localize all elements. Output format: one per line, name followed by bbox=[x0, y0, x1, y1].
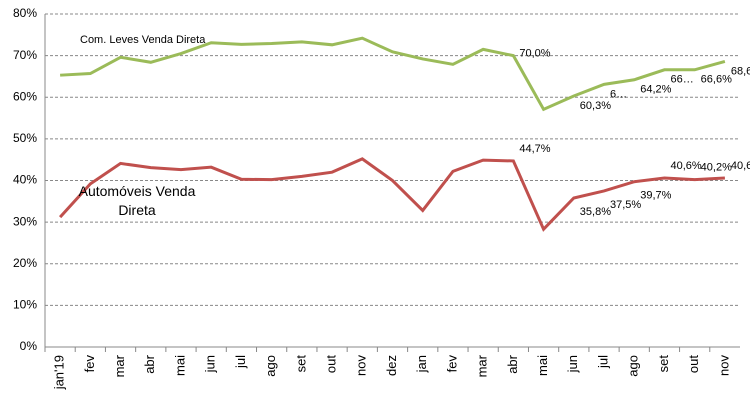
x-tick-label: nov bbox=[354, 355, 369, 376]
x-tick-label: set bbox=[656, 355, 671, 373]
y-tick-label: 70% bbox=[13, 48, 37, 62]
value-label: 40,6% bbox=[731, 160, 750, 172]
x-tick-label: fev bbox=[444, 355, 459, 373]
x-tick-label: mai bbox=[535, 355, 550, 376]
x-tick-label: out bbox=[324, 355, 339, 373]
x-tick-label: fev bbox=[82, 355, 97, 373]
value-label: 68,6% bbox=[731, 65, 750, 77]
x-tick-label: abr bbox=[505, 354, 520, 373]
y-tick-label: 30% bbox=[13, 214, 37, 228]
x-tick-label: dez bbox=[384, 355, 399, 376]
x-tick-label: ago bbox=[626, 355, 641, 377]
x-tick-label: jul bbox=[233, 355, 248, 369]
value-label: 39,7% bbox=[640, 190, 671, 202]
y-tick-label: 40% bbox=[13, 173, 37, 187]
x-tick-label: mar bbox=[475, 354, 490, 377]
y-tick-label: 10% bbox=[13, 298, 37, 312]
series-annotation: Automóveis Venda Direta bbox=[78, 183, 196, 218]
x-tick-label: jun bbox=[203, 355, 218, 373]
x-tick-label: jan'19 bbox=[52, 355, 67, 390]
series-line bbox=[60, 36, 726, 112]
value-label: 35,8% bbox=[580, 206, 611, 218]
series-line bbox=[58, 157, 725, 232]
x-tick-label: jan bbox=[414, 355, 429, 373]
value-label: 70,0% bbox=[519, 48, 550, 60]
value-label: 40,6% bbox=[670, 160, 701, 172]
value-label: 44,7% bbox=[519, 143, 550, 155]
x-tick-label: abr bbox=[142, 354, 157, 373]
x-tick-label: mai bbox=[172, 355, 187, 376]
y-tick-label: 0% bbox=[20, 339, 38, 353]
y-tick-label: 80% bbox=[13, 6, 37, 20]
x-tick-label: set bbox=[293, 355, 308, 373]
y-tick-label: 50% bbox=[13, 131, 37, 145]
x-tick-label: ago bbox=[263, 355, 278, 377]
value-label: 40,2% bbox=[701, 162, 732, 174]
value-label: 64,2% bbox=[640, 84, 671, 96]
x-tick-label: nov bbox=[716, 355, 731, 376]
value-label: 66,6% bbox=[701, 74, 732, 86]
x-tick-label: out bbox=[686, 355, 701, 373]
x-tick-label: mar bbox=[112, 354, 127, 377]
x-tick-label: jun bbox=[565, 355, 580, 373]
y-tick-label: 60% bbox=[13, 89, 37, 103]
y-tick-label: 20% bbox=[13, 256, 37, 270]
value-label: 66… bbox=[670, 74, 693, 86]
x-tick-label: jul bbox=[595, 355, 610, 369]
value-label: 60,3% bbox=[580, 100, 611, 112]
value-label: 37,5% bbox=[610, 199, 641, 211]
series-annotation: Com. Leves Venda Direta bbox=[80, 34, 206, 46]
value-label: 6… bbox=[610, 88, 627, 100]
